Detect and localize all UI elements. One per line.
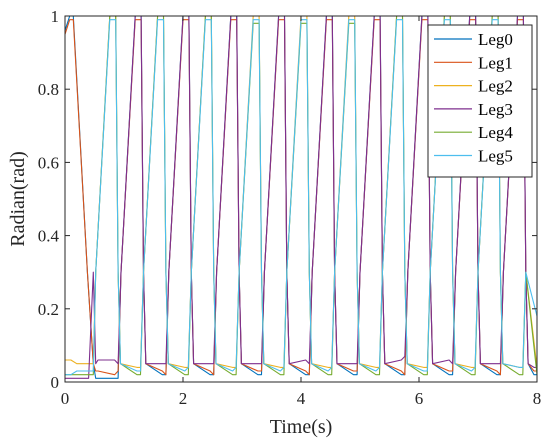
y-tick-label: 0.4 <box>38 227 60 246</box>
x-tick-label: 0 <box>61 389 70 408</box>
legend-label-leg3: Leg3 <box>478 100 513 119</box>
y-tick-label: 0.2 <box>38 300 59 319</box>
legend-label-leg2: Leg2 <box>478 77 513 96</box>
x-tick-label: 2 <box>179 389 188 408</box>
y-tick-label: 0 <box>51 373 60 392</box>
y-tick-label: 0.8 <box>38 80 59 99</box>
y-tick-label: 0.6 <box>38 153 59 172</box>
x-tick-label: 6 <box>415 389 424 408</box>
legend-box <box>427 24 533 178</box>
legend-label-leg4: Leg4 <box>478 123 513 142</box>
x-tick-label: 4 <box>297 389 306 408</box>
legend-label-leg5: Leg5 <box>478 147 513 166</box>
legend-label-leg0: Leg0 <box>478 30 513 49</box>
x-axis-label: Time(s) <box>270 416 333 438</box>
x-tick-label: 8 <box>533 389 542 408</box>
legend: Leg0 Leg1 Leg2 Leg3 Leg4 Leg5 <box>427 24 533 178</box>
legend-label-leg1: Leg1 <box>478 53 513 72</box>
axis-ticks: 0 2 4 6 8 0 0.2 0.4 0.6 0.8 1 <box>38 7 542 408</box>
y-axis-label: Radian(rad) <box>7 151 29 247</box>
y-tick-label: 1 <box>51 7 60 26</box>
